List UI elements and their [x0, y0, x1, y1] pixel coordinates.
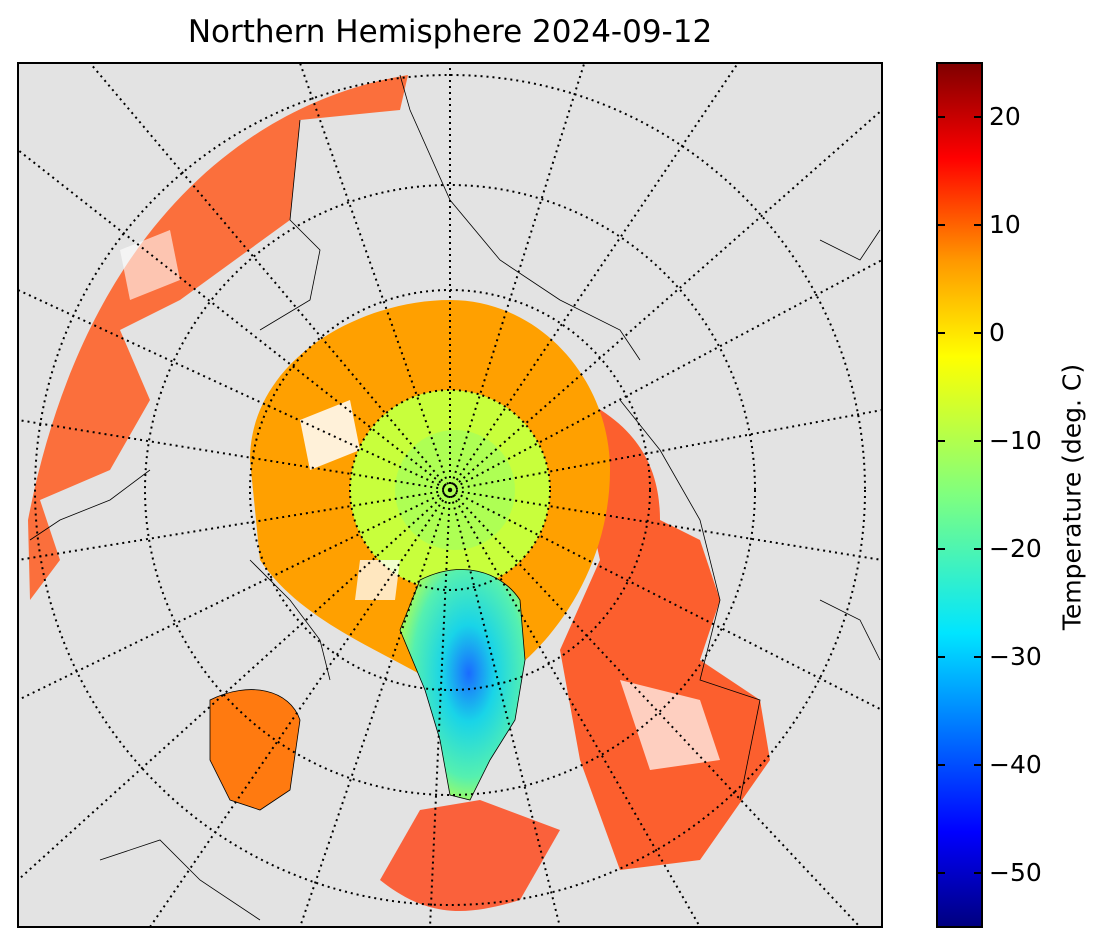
- temperature-field-east: [560, 390, 770, 870]
- colorbar-tick-label: −40: [989, 750, 1042, 779]
- missing-data-patch: [620, 680, 720, 770]
- temperature-field-hudson: [210, 689, 300, 810]
- colorbar-ticks: [937, 116, 982, 874]
- colorbar-tick-label: −50: [989, 858, 1042, 887]
- colorbar-tick-label: −20: [989, 534, 1042, 563]
- colorbar-tick-label: −10: [989, 426, 1042, 455]
- map-title: Northern Hemisphere 2024-09-12: [187, 14, 713, 50]
- colorbar: [936, 62, 983, 928]
- colorbar-tick-label: −30: [989, 642, 1042, 671]
- colorbar-tick-label: 20: [989, 102, 1021, 131]
- greenland-ice-sheet: [400, 569, 525, 800]
- colorbar-tick-label: 10: [989, 210, 1021, 239]
- temperature-field-outer: [28, 75, 408, 600]
- coastlines: [29, 74, 881, 921]
- map-border: [17, 62, 883, 928]
- temperature-field-south: [380, 800, 560, 912]
- temperature-field-arctic-core: [395, 430, 515, 550]
- missing-data-patch: [120, 230, 180, 300]
- colorbar-label: Temperature (deg. C): [1057, 363, 1087, 631]
- graticule: [18, 63, 882, 927]
- colorbar-tick-label: 0: [989, 318, 1005, 347]
